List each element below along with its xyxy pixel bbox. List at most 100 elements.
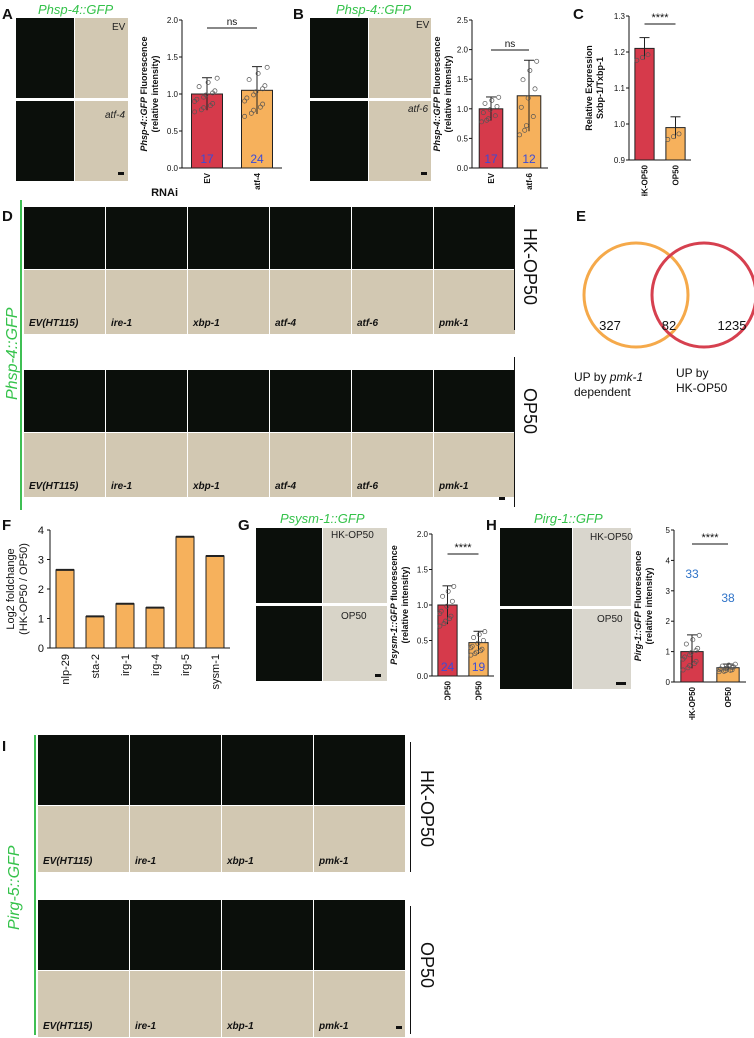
scale-bar [396, 1026, 402, 1029]
strain-label: EV(HT115) [29, 318, 79, 329]
y-axis-label-2: (relative intensity) [443, 55, 453, 132]
strain-label: pmk-1 [319, 856, 349, 867]
data-point [438, 608, 444, 614]
brightfield-image [222, 806, 313, 872]
y-axis-label: Pirg-1::GFP Fluorescence [633, 551, 643, 662]
data-point [242, 98, 248, 104]
brightfield-image [434, 270, 515, 334]
bar [145, 607, 165, 649]
y-tick-label: 2.0 [167, 16, 179, 25]
panel-b-img-label-ev: EV [416, 20, 430, 31]
data-point [492, 113, 498, 119]
strain-label: EV(HT115) [29, 481, 79, 492]
data-point [205, 79, 211, 85]
y-tick-label: 1.5 [167, 53, 179, 62]
y-tick-label: 0 [666, 678, 671, 687]
brightfield-image [24, 433, 105, 497]
panel-i-condition-top: HK-OP50 [417, 770, 437, 848]
x-tick-label: irg-5 [180, 654, 192, 676]
significance-label: **** [701, 532, 719, 544]
strain-label: ire-1 [111, 318, 133, 329]
data-point [680, 667, 686, 673]
fluorescence-image [434, 370, 515, 432]
x-tick-label: EV [487, 172, 496, 183]
data-point [532, 86, 538, 92]
strain-label: ire-1 [111, 481, 133, 492]
fluorescence-image [314, 900, 405, 970]
data-point [716, 666, 722, 672]
fluorescence-image [106, 370, 187, 432]
x-tick-label: HK-OP50 [641, 164, 650, 196]
panel-i-condition-bottom: OP50 [417, 942, 437, 989]
brightfield-image [222, 971, 313, 1037]
y-tick-label: 5 [666, 526, 671, 535]
panel-letter-d: D [2, 208, 13, 225]
y-tick-label: 0.9 [614, 156, 626, 165]
strain-label: EV(HT115) [43, 856, 93, 867]
venn-left-label-line2: dependent [574, 385, 631, 399]
data-point [201, 94, 207, 100]
data-point [527, 68, 533, 73]
panel-e-venn: 327 82 1235 UP by pmk-1 dependent UP by … [574, 241, 754, 399]
y-tick-label: 0.0 [457, 164, 469, 173]
venn-left-count: 327 [599, 318, 621, 333]
strain-label: atf-4 [275, 481, 297, 492]
bar [175, 536, 195, 649]
x-tick-label: sta-2 [90, 654, 102, 678]
significance-label: ns [505, 39, 516, 50]
y-tick-label: 2.5 [457, 16, 469, 25]
data-point [518, 104, 524, 110]
data-point [440, 593, 446, 599]
data-point [482, 629, 488, 635]
fluorescence-image [352, 207, 433, 269]
panel-f-chart: 0 1 2 3 4 Log2 foldchange (HK-OP50 / OP50) nlp-… [5, 525, 230, 689]
x-tick-label: sysm-1 [210, 654, 222, 689]
significance-label: ns [227, 17, 238, 28]
strain-label: xbp-1 [193, 318, 220, 329]
panel-h-title: Pirg-1::GFP [534, 511, 603, 526]
panel-g-img-label-top: HK-OP50 [331, 530, 374, 541]
data-point [670, 134, 676, 140]
panel-c-chart: 0.9 1.0 1.1 1.2 1.3 Relative Expression Sxbp-1… [584, 12, 691, 196]
panel-d-side-line [20, 200, 22, 510]
fluorescence-image [24, 207, 105, 269]
data-point [494, 104, 500, 109]
y-tick-label: 0.5 [457, 134, 469, 143]
x-axis-label: RNAi [151, 187, 178, 196]
data-point [487, 107, 493, 113]
y-axis-label: Psysm-1::GFP fluorescence [389, 545, 399, 665]
data-point [480, 110, 486, 116]
fluorescence-image [352, 370, 433, 432]
y-tick-label: 1.1 [614, 84, 626, 93]
brightfield-image [130, 971, 221, 1037]
data-point [251, 107, 257, 113]
data-point [723, 665, 729, 671]
data-point [242, 113, 248, 119]
data-point [469, 643, 475, 649]
data-point [244, 95, 250, 101]
brightfield-image [130, 806, 221, 872]
brightfield-image [352, 270, 433, 334]
data-point [192, 98, 198, 104]
y-axis-label-2: (relative intensity) [644, 567, 654, 644]
fluorescence-image [24, 370, 105, 432]
data-point [680, 656, 686, 662]
y-axis-label-2: (HK-OP50 / OP50) [18, 543, 30, 635]
bar [115, 603, 135, 649]
panel-letter-g: G [238, 517, 250, 534]
y-tick-label: 1.5 [457, 75, 469, 84]
data-point [257, 104, 263, 110]
significance-label: **** [454, 542, 472, 554]
y-tick-label: 3 [666, 587, 671, 596]
data-point [690, 637, 696, 643]
data-point [251, 92, 257, 98]
data-point [198, 107, 204, 113]
panel-i-bracket-bottom [410, 906, 411, 1034]
y-tick-label: 1.2 [614, 48, 626, 57]
n-label: 24 [250, 152, 264, 166]
y-axis-label: Relative Expression [584, 45, 594, 131]
y-tick-label: 0.5 [417, 637, 429, 646]
y-tick-label: 1.5 [417, 566, 429, 575]
brightfield-image [352, 433, 433, 497]
scale-bar [421, 172, 427, 175]
